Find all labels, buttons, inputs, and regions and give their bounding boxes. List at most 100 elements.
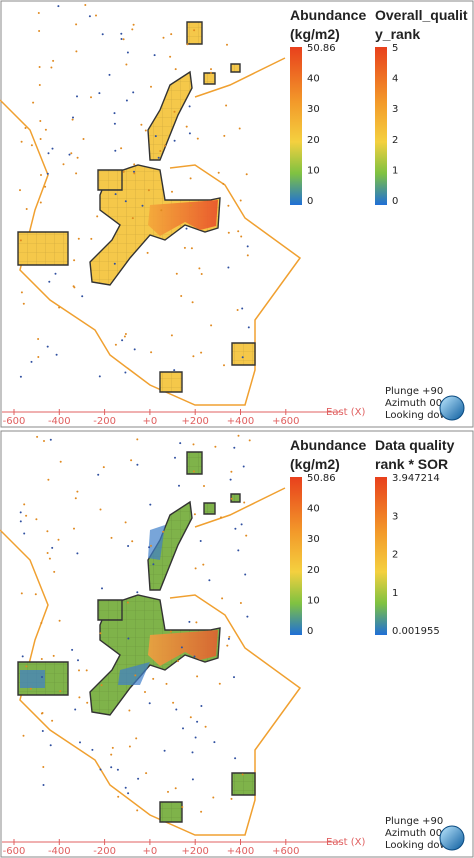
drillhole bbox=[243, 501, 246, 504]
viewer-panel: Abundance (kg/m2)50.86 40 30 20 10 0 Data quali… bbox=[0, 430, 474, 858]
drillhole bbox=[62, 163, 65, 166]
drillhole bbox=[30, 144, 33, 147]
legend-title: (kg/m2) bbox=[290, 456, 340, 472]
drillhole bbox=[227, 231, 230, 234]
drillhole bbox=[226, 43, 228, 46]
drillhole bbox=[196, 137, 199, 140]
drillhole bbox=[22, 734, 25, 737]
drillhole bbox=[39, 138, 42, 140]
drillhole bbox=[24, 127, 27, 129]
drillhole bbox=[236, 309, 239, 311]
legend-tick: 20 bbox=[307, 565, 320, 576]
drillhole bbox=[122, 38, 125, 41]
drillhole bbox=[191, 301, 194, 304]
drillhole bbox=[47, 152, 50, 155]
drillhole bbox=[25, 208, 28, 210]
drillhole bbox=[49, 438, 52, 441]
drillhole bbox=[135, 737, 138, 740]
drillhole bbox=[136, 438, 139, 441]
drillhole bbox=[220, 516, 222, 519]
drillhole bbox=[239, 199, 242, 202]
drillhole bbox=[179, 442, 182, 445]
drillhole bbox=[133, 172, 136, 175]
drillhole bbox=[244, 573, 247, 576]
legend-tick: 1 bbox=[392, 588, 398, 599]
drillhole bbox=[78, 696, 81, 699]
drillhole bbox=[171, 190, 173, 193]
drillhole bbox=[210, 71, 212, 74]
legend-title: y_rank bbox=[375, 26, 420, 42]
drillhole bbox=[40, 174, 42, 176]
drillhole bbox=[193, 513, 196, 516]
block-low bbox=[118, 662, 150, 685]
drillhole bbox=[230, 797, 233, 800]
drillhole bbox=[132, 23, 135, 26]
drillhole bbox=[114, 343, 117, 346]
drillhole bbox=[76, 156, 79, 159]
drillhole bbox=[113, 262, 116, 265]
drillhole bbox=[202, 563, 205, 566]
axis-tick-label: -200 bbox=[93, 846, 116, 857]
drillhole bbox=[188, 620, 191, 623]
drillhole bbox=[241, 773, 244, 776]
drillhole bbox=[46, 345, 49, 348]
drillhole bbox=[113, 122, 116, 125]
legend-title: (kg/m2) bbox=[290, 26, 340, 42]
block-high bbox=[148, 630, 218, 666]
drillhole bbox=[193, 655, 196, 658]
drillhole bbox=[44, 128, 47, 131]
drillhole bbox=[97, 473, 100, 476]
drillhole bbox=[73, 527, 75, 530]
block-grid bbox=[98, 600, 122, 620]
drillhole bbox=[176, 660, 179, 663]
drillhole bbox=[212, 796, 215, 799]
drillhole bbox=[124, 521, 127, 524]
drillhole bbox=[37, 338, 40, 340]
drillhole bbox=[128, 745, 131, 748]
drillhole bbox=[42, 784, 45, 786]
drillhole bbox=[114, 193, 117, 196]
drillhole bbox=[34, 593, 37, 596]
drillhole bbox=[175, 708, 178, 711]
drillhole bbox=[38, 66, 41, 68]
axis-tick-label: +600 bbox=[272, 416, 299, 427]
drillhole bbox=[180, 646, 183, 649]
legend-tick: 50.86 bbox=[307, 473, 336, 484]
drillhole bbox=[136, 463, 139, 466]
drillhole bbox=[200, 705, 203, 707]
drillhole bbox=[110, 766, 113, 769]
drillhole bbox=[163, 749, 166, 752]
drillhole bbox=[19, 239, 22, 242]
colorbar bbox=[290, 477, 302, 635]
drillhole bbox=[55, 353, 58, 356]
drillhole bbox=[128, 709, 131, 712]
drillhole bbox=[90, 237, 93, 240]
legend-tick: 30 bbox=[307, 104, 320, 115]
drillhole bbox=[19, 375, 22, 378]
drillhole bbox=[189, 204, 192, 207]
drillhole bbox=[213, 741, 216, 744]
drillhole bbox=[57, 5, 60, 8]
drillhole bbox=[149, 503, 152, 506]
drillhole bbox=[101, 33, 104, 36]
drillhole bbox=[188, 132, 191, 135]
drillhole bbox=[59, 690, 62, 693]
drillhole bbox=[46, 552, 49, 554]
drillhole bbox=[113, 112, 116, 115]
drillhole bbox=[136, 591, 139, 594]
block-grid bbox=[148, 72, 192, 160]
drillhole bbox=[117, 795, 120, 798]
drillhole bbox=[226, 644, 229, 647]
drillhole bbox=[78, 669, 80, 672]
drillhole bbox=[200, 273, 203, 275]
drillhole bbox=[116, 768, 119, 771]
drillhole bbox=[169, 55, 172, 58]
drillhole bbox=[152, 563, 155, 566]
drillhole bbox=[134, 674, 137, 677]
drillhole bbox=[36, 435, 39, 438]
drillhole bbox=[99, 768, 102, 771]
drillhole bbox=[114, 149, 117, 152]
legend-tick: 40 bbox=[307, 74, 320, 85]
boundary bbox=[194, 487, 286, 528]
drillhole bbox=[203, 485, 205, 487]
